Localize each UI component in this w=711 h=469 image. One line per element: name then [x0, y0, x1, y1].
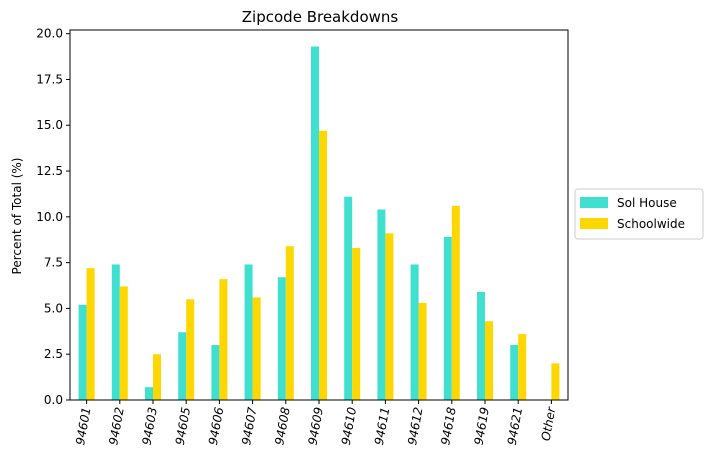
bar-schoolwide-Other — [551, 363, 560, 400]
bar-sol-house-94603 — [145, 387, 153, 400]
bar-sol-house-94612 — [410, 264, 419, 400]
x-tick-label: 94612 — [405, 406, 425, 446]
bar-sol-house-94601 — [78, 304, 87, 400]
bar-sol-house-94610 — [344, 196, 353, 400]
bar-sol-house-94602 — [111, 264, 120, 400]
x-tick-label: 94619 — [472, 406, 492, 446]
bar-schoolwide-94602 — [119, 286, 128, 400]
bar-schoolwide-94610 — [352, 247, 361, 400]
chart-title: Zipcode Breakdowns — [242, 8, 399, 26]
y-axis-ticks: 0.0 2.5 5.0 7.5 10.0 12.5 15.0 17.5 20.0 — [36, 27, 70, 407]
y-tick-label: 15.0 — [36, 118, 63, 132]
bar-sol-house-94608 — [277, 277, 286, 400]
bar-schoolwide-94619 — [485, 321, 493, 400]
y-axis-label: Percent of Total (%) — [10, 158, 24, 275]
x-tick-label: 94609 — [306, 406, 326, 446]
bar-schoolwide-94609 — [319, 130, 327, 401]
bar-sol-house-94607 — [244, 264, 253, 400]
bar-sol-house-94609 — [311, 46, 319, 401]
x-tick-label: 94610 — [339, 406, 359, 446]
bar-schoolwide-94618 — [451, 205, 460, 400]
bar-schoolwide-94601 — [86, 268, 95, 400]
x-tick-label: Other — [539, 405, 559, 442]
x-tick-label: 94621 — [505, 406, 525, 446]
y-tick-label: 0.0 — [44, 393, 63, 407]
bar-schoolwide-94606 — [219, 279, 228, 400]
y-tick-label: 2.5 — [44, 347, 63, 361]
bar-sol-house-94618 — [443, 236, 452, 400]
bar-schoolwide-94603 — [153, 354, 161, 400]
x-tick-label: 94605 — [173, 406, 193, 446]
plot-frame — [69, 29, 569, 401]
bar-schoolwide-94605 — [186, 299, 195, 400]
bar-schoolwide-94621 — [518, 334, 527, 400]
x-tick-label: 94607 — [239, 406, 259, 446]
legend-swatch — [580, 197, 608, 208]
bar-schoolwide-94611 — [385, 233, 394, 400]
x-tick-label: 94606 — [206, 406, 226, 446]
y-tick-label: 10.0 — [36, 210, 63, 224]
bar-sol-house-94621 — [510, 345, 519, 400]
x-tick-label: 94602 — [106, 406, 126, 446]
legend: Sol House Schoolwide — [574, 188, 704, 240]
y-tick-label: 17.5 — [36, 72, 63, 86]
x-tick-label: 94603 — [140, 406, 160, 446]
x-tick-label: 94611 — [372, 406, 392, 446]
bar-groups — [78, 46, 560, 401]
bar-schoolwide-94612 — [418, 302, 427, 400]
x-tick-label: 94608 — [272, 406, 292, 446]
bar-schoolwide-94608 — [285, 246, 294, 400]
x-axis-ticks: 94601 94602 94603 94605 94606 94607 94608 94609… — [73, 400, 559, 446]
y-tick-label: 20.0 — [36, 27, 63, 41]
legend-label: Sol House — [617, 196, 677, 210]
bar-sol-house-94606 — [211, 345, 220, 400]
x-tick-label: 94601 — [73, 406, 93, 446]
bar-sol-house-94605 — [178, 332, 187, 400]
bar-schoolwide-94607 — [252, 297, 261, 400]
y-tick-label: 7.5 — [44, 256, 63, 270]
x-tick-label: 94618 — [438, 406, 458, 446]
legend-label: Schoolwide — [617, 217, 685, 231]
legend-swatch — [580, 218, 608, 229]
y-tick-label: 12.5 — [36, 164, 63, 178]
y-tick-label: 5.0 — [44, 301, 63, 315]
bar-sol-house-94611 — [377, 209, 386, 400]
bar-sol-house-94619 — [477, 291, 485, 400]
